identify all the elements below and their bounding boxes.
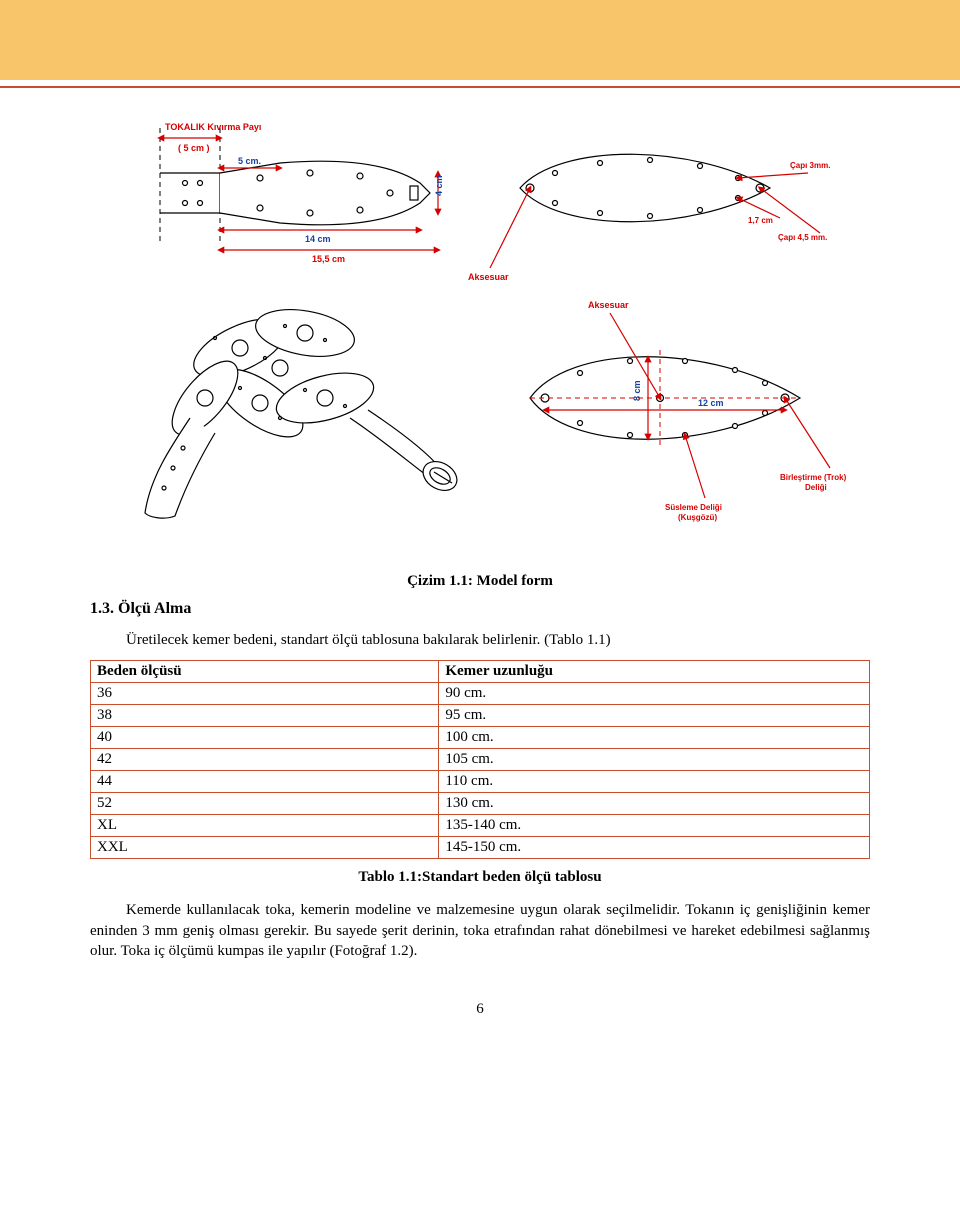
label-aksesuar-2: Aksesuar [588, 300, 629, 310]
table-header-left: Beden ölçüsü [91, 661, 439, 683]
table-row: 3895 cm. [91, 705, 870, 727]
table-row: 52130 cm. [91, 793, 870, 815]
table-row: 40100 cm. [91, 727, 870, 749]
section-heading: 1.3. Ölçü Alma [90, 600, 870, 618]
table-header-right: Kemer uzunluğu [439, 661, 870, 683]
assembled-belt [145, 303, 462, 518]
label-12cm: 12 cm [698, 398, 724, 408]
label-8cm: 8 cm [632, 380, 642, 401]
table-row: XXL145-150 cm. [91, 837, 870, 859]
label-susleme: Süsleme Deliği [665, 503, 722, 512]
belt-diagram-svg: TOKALIK Kıvırma Payı ( 5 cm ) 4 cm [90, 118, 870, 548]
page-number: 6 [90, 1001, 870, 1018]
label-tokalik-size: ( 5 cm ) [178, 143, 210, 153]
label-birlestirme-2: Deliği [805, 483, 827, 492]
label-aksesuar-1: Aksesuar [468, 272, 509, 282]
figure-diagram: TOKALIK Kıvırma Payı ( 5 cm ) 4 cm [90, 118, 870, 553]
table-row: 42105 cm. [91, 749, 870, 771]
body-paragraph: Kemerde kullanılacak toka, kemerin model… [90, 900, 870, 961]
top-banner [0, 0, 960, 80]
intro-paragraph: Üretilecek kemer bedeni, standart ölçü t… [90, 630, 870, 650]
label-15-5cm: 15,5 cm [312, 254, 345, 264]
label-capi45: Çapı 4,5 mm. [778, 233, 827, 242]
page-content: TOKALIK Kıvırma Payı ( 5 cm ) 4 cm [0, 88, 960, 1048]
figure-caption: Çizim 1.1: Model form [90, 573, 870, 590]
table-caption: Tablo 1.1:Standart beden ölçü tablosu [90, 869, 870, 886]
label-5cm: 5 cm. [238, 156, 261, 166]
table-row: XL135-140 cm. [91, 815, 870, 837]
label-14cm: 14 cm [305, 234, 331, 244]
table-row: 3690 cm. [91, 683, 870, 705]
label-capi3: Çapı 3mm. [790, 161, 830, 170]
label-1-7cm: 1,7 cm [748, 216, 773, 225]
label-kusgozu: (Kuşgözü) [678, 513, 717, 522]
label-4cm: 4 cm [434, 175, 444, 196]
label-tokalik: TOKALIK Kıvırma Payı [165, 122, 261, 132]
label-birlestirme-1: Birleştirme (Trok) [780, 473, 847, 482]
size-table: Beden ölçüsü Kemer uzunluğu 3690 cm. 389… [90, 660, 870, 859]
table-row: 44110 cm. [91, 771, 870, 793]
